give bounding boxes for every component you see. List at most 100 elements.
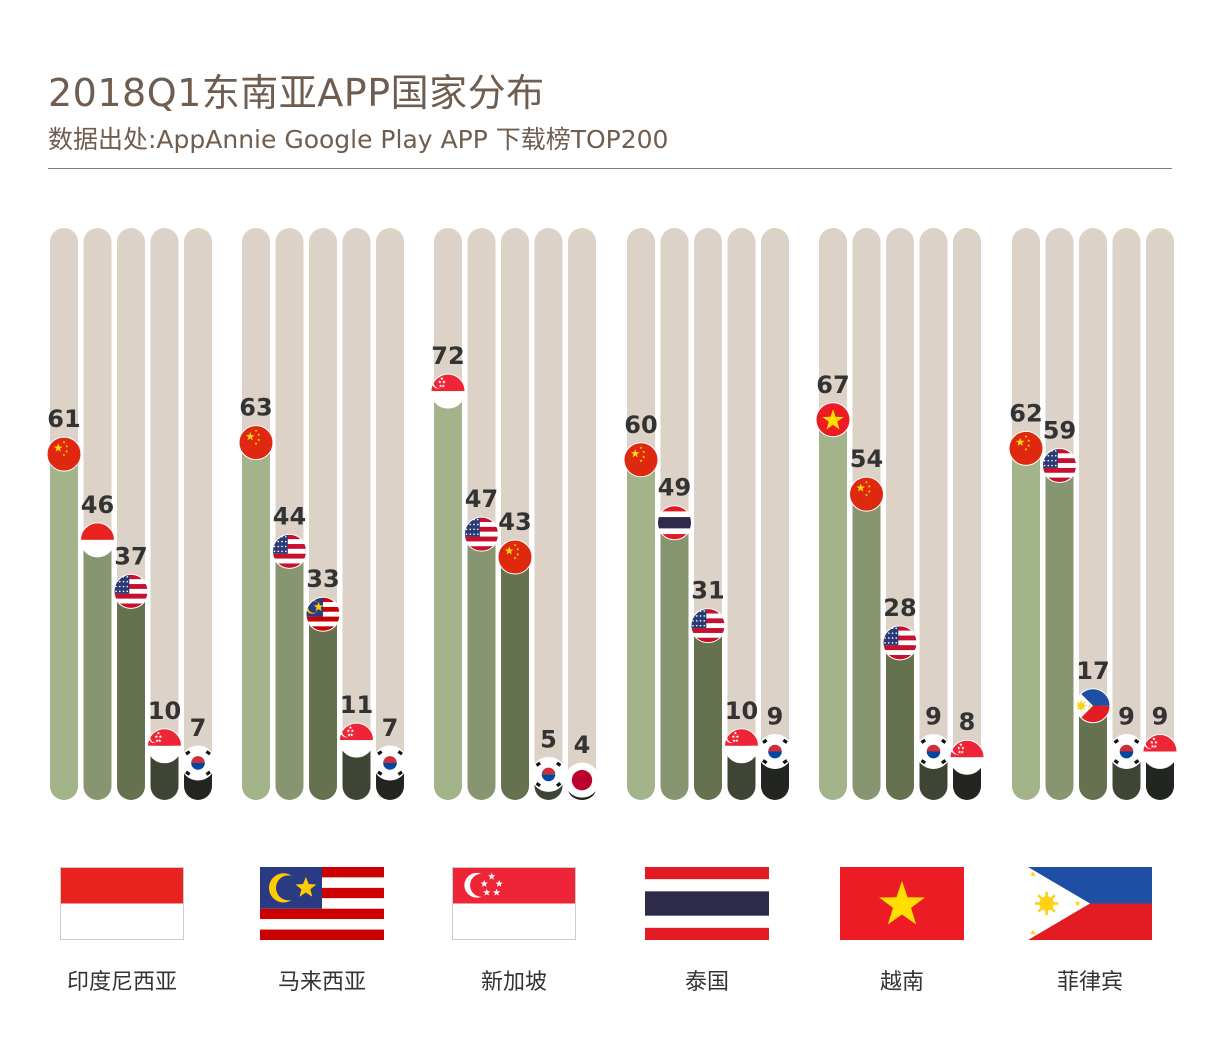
philippines-flag-icon — [1028, 867, 1152, 940]
bar-group: 60 49 31 10 9 — [624, 228, 789, 800]
bar-track — [953, 228, 981, 800]
bar-track — [727, 228, 756, 800]
value-label: 28 — [883, 594, 916, 622]
korea-flag-icon — [372, 745, 408, 781]
value-label: 44 — [273, 502, 306, 530]
bar-track — [150, 228, 179, 800]
thailand-flag-icon — [657, 505, 692, 541]
value-label: 33 — [306, 565, 339, 593]
value-label: 9 — [925, 703, 942, 731]
bar-track — [1112, 228, 1141, 800]
bar-track — [761, 228, 789, 800]
usa-flag-icon — [690, 608, 726, 644]
value-label: 47 — [465, 485, 498, 513]
value-label: 11 — [340, 691, 373, 719]
singapore-flag-icon — [949, 739, 985, 775]
country-name: 印度尼西亚 — [66, 970, 177, 995]
bar-track — [919, 228, 948, 800]
bar — [627, 456, 655, 800]
bar-track — [1146, 228, 1174, 800]
korea-flag-icon — [180, 745, 216, 781]
bar — [852, 491, 881, 800]
bar — [819, 416, 847, 800]
value-label: 8 — [959, 708, 976, 736]
china-flag-icon — [497, 539, 533, 575]
value-label: 67 — [816, 371, 849, 399]
value-label: 9 — [1152, 703, 1169, 731]
bar — [83, 536, 112, 800]
singapore-flag-icon — [430, 373, 466, 409]
bar — [275, 548, 304, 800]
usa-flag-icon — [464, 516, 499, 552]
korea-flag-icon — [1109, 734, 1144, 770]
chart-title: 2018Q1东南亚APP国家分布 — [48, 71, 545, 115]
indonesia-flag-icon — [60, 867, 184, 940]
country-name: 马来西亚 — [277, 970, 366, 995]
bar — [434, 388, 462, 800]
value-label: 10 — [725, 697, 758, 725]
value-label: 46 — [81, 491, 114, 519]
bar — [694, 622, 722, 800]
vietnam-flag-icon — [815, 402, 851, 438]
china-flag-icon — [849, 476, 884, 512]
bar — [50, 451, 78, 800]
korea-flag-icon — [757, 734, 793, 770]
bar — [1045, 462, 1074, 800]
korea-flag-icon — [916, 734, 951, 770]
bar-group: 67 54 28 9 8 — [816, 228, 981, 800]
singapore-flag-icon — [724, 728, 759, 764]
country-name: 菲律宾 — [1056, 970, 1123, 995]
bar-track — [184, 228, 212, 800]
value-label: 60 — [624, 411, 657, 439]
indonesia-flag-icon — [80, 522, 115, 558]
vietnam-flag-icon — [840, 867, 964, 940]
value-label: 43 — [498, 508, 531, 536]
usa-flag-icon — [1042, 448, 1077, 484]
value-label: 9 — [767, 703, 784, 731]
china-flag-icon — [238, 425, 274, 461]
value-label: 5 — [540, 725, 557, 753]
malaysia-flag-icon — [260, 867, 384, 940]
bar — [1079, 702, 1107, 800]
china-flag-icon — [46, 436, 82, 472]
malaysia-flag-icon — [305, 596, 341, 632]
singapore-flag-icon — [1142, 734, 1178, 770]
value-label: 62 — [1009, 399, 1042, 427]
value-label: 54 — [850, 445, 883, 473]
value-label: 4 — [574, 731, 591, 759]
divider — [48, 168, 1172, 169]
singapore-flag-icon — [147, 728, 182, 764]
korea-flag-icon — [531, 756, 566, 792]
bar-group: 63 44 33 11 7 — [239, 228, 404, 800]
value-label: 10 — [148, 697, 181, 725]
bar-track — [342, 228, 371, 800]
country-name: 泰国 — [684, 970, 729, 995]
bar — [501, 554, 529, 800]
bar — [117, 588, 145, 800]
value-label: 31 — [691, 577, 724, 605]
singapore-flag-icon — [339, 722, 374, 758]
value-label: 9 — [1118, 703, 1135, 731]
value-label: 17 — [1076, 657, 1109, 685]
bar-track — [376, 228, 404, 800]
bar — [467, 531, 496, 800]
chart-subtitle: 数据出处:AppAnnie Google Play APP 下载榜TOP200 — [48, 125, 669, 154]
value-label: 63 — [239, 394, 272, 422]
bar — [1012, 445, 1040, 800]
thailand-flag-icon — [645, 867, 769, 940]
singapore-flag-icon — [452, 867, 576, 940]
bar — [660, 519, 689, 800]
bar-track — [568, 228, 596, 800]
bar — [242, 439, 270, 800]
value-label: 59 — [1043, 417, 1076, 445]
china-flag-icon — [623, 442, 659, 478]
bar — [309, 611, 337, 800]
value-label: 37 — [114, 542, 147, 570]
usa-flag-icon — [272, 533, 307, 569]
china-flag-icon — [1008, 430, 1044, 466]
country-name: 新加坡 — [480, 970, 547, 995]
